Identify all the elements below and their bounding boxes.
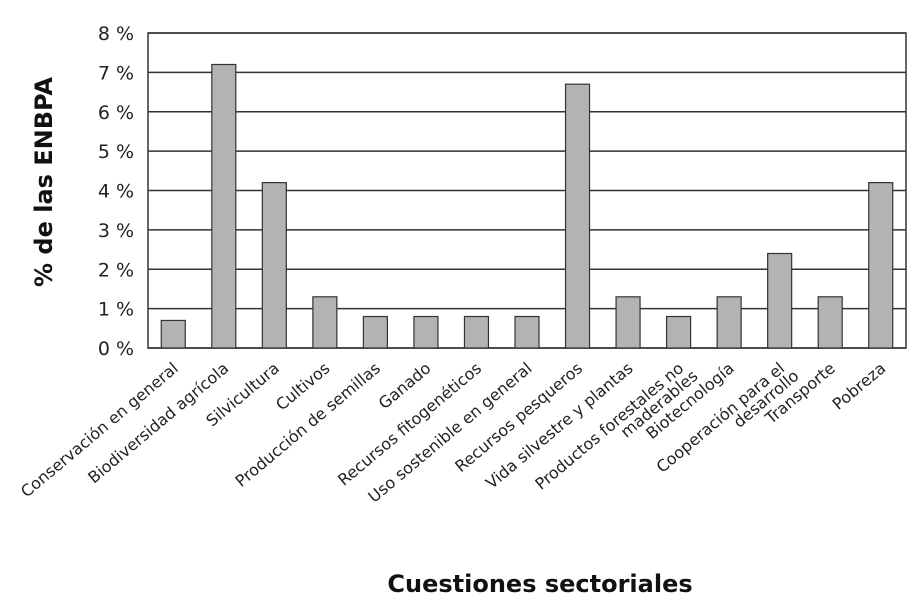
- bar: [160, 319, 186, 349]
- y-tick-label: 6 %: [98, 102, 134, 124]
- y-tick-label: 7 %: [98, 62, 134, 84]
- x-tick-label-line: Pobreza: [829, 359, 890, 414]
- bar: [362, 315, 388, 349]
- bar: [817, 296, 843, 349]
- bar: [767, 252, 793, 349]
- bar: [413, 315, 439, 349]
- bar: [463, 315, 490, 349]
- x-axis-title: Cuestiones sectoriales: [387, 570, 692, 598]
- y-tick-label: 1 %: [98, 299, 134, 321]
- y-tick-labels: 0 % 1 % 2 % 3 % 4 % 5 % 6 % 7 % 8 %: [98, 23, 134, 360]
- gridlines: [147, 32, 907, 349]
- y-tick-label: 5 %: [98, 141, 134, 163]
- bar: [514, 315, 540, 349]
- y-tick-label: 2 %: [98, 259, 134, 281]
- y-tick-label: 0 %: [98, 338, 134, 360]
- bar: [312, 296, 338, 349]
- y-tick-label: 3 %: [98, 220, 134, 242]
- bar: [211, 63, 237, 349]
- bar: [615, 296, 641, 349]
- bar: [665, 315, 692, 349]
- x-tick-label: Pobreza: [829, 359, 890, 414]
- bar: [716, 296, 742, 349]
- y-tick-label: 4 %: [98, 181, 134, 203]
- y-axis-title: % de las ENBPA: [30, 77, 58, 287]
- bar: [261, 182, 287, 349]
- bars: [160, 63, 894, 349]
- y-tick-label: 8 %: [98, 23, 134, 45]
- bar: [564, 83, 591, 349]
- bar: [868, 182, 894, 349]
